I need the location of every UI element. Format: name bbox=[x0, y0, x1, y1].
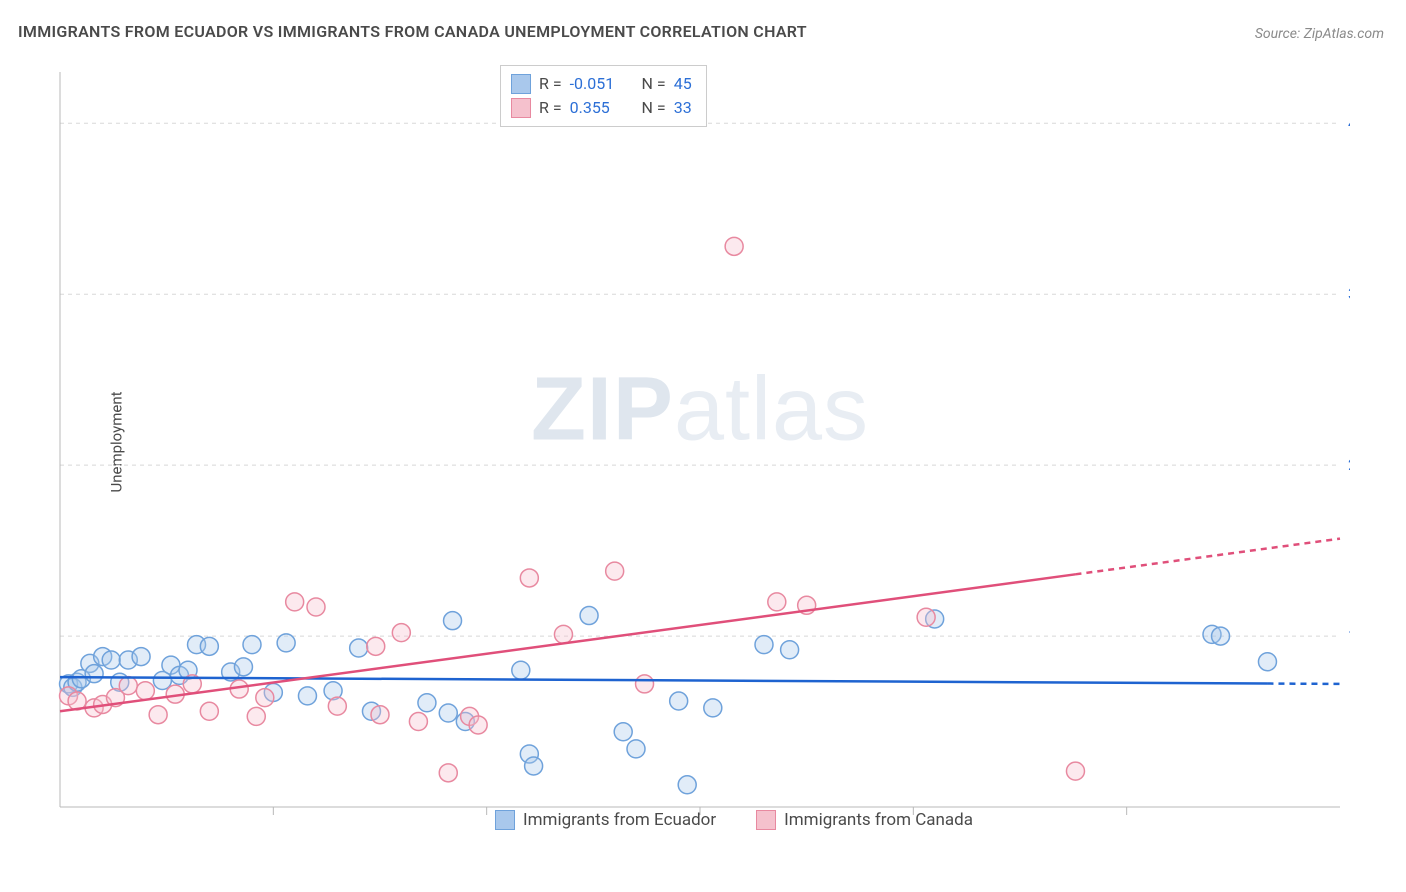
legend-swatch bbox=[511, 98, 531, 118]
data-point bbox=[606, 562, 624, 580]
data-point bbox=[469, 716, 487, 734]
stat-r-value: 0.355 bbox=[570, 96, 626, 120]
chart-title: IMMIGRANTS FROM ECUADOR VS IMMIGRANTS FR… bbox=[18, 22, 807, 41]
y-tick-label: 30.0% bbox=[1348, 284, 1350, 303]
stat-r-label: R = bbox=[539, 72, 562, 96]
trend-line-ext bbox=[1075, 539, 1340, 575]
data-point bbox=[704, 699, 722, 717]
data-point bbox=[439, 704, 457, 722]
data-point bbox=[520, 569, 538, 587]
data-point bbox=[328, 697, 346, 715]
data-point bbox=[554, 625, 572, 643]
data-point bbox=[418, 694, 436, 712]
data-point bbox=[1066, 762, 1084, 780]
stat-r-label: R = bbox=[539, 96, 562, 120]
scatter-chart: 10.0%20.0%30.0%40.0%ZIPatlas0.0%30.0% bbox=[50, 62, 1350, 822]
data-point bbox=[444, 612, 462, 630]
data-point bbox=[670, 692, 688, 710]
series-name: Immigrants from Canada bbox=[784, 810, 973, 830]
data-point bbox=[917, 608, 935, 626]
data-point bbox=[136, 682, 154, 700]
data-point bbox=[392, 624, 410, 642]
data-point bbox=[768, 593, 786, 611]
stat-n-value: 45 bbox=[674, 72, 692, 96]
source-label: Source: ZipAtlas.com bbox=[1255, 26, 1384, 42]
y-tick-label: 40.0% bbox=[1348, 113, 1350, 132]
stats-legend: R = -0.051 N = 45R = 0.355 N = 33 bbox=[500, 65, 707, 127]
series-legend-item: Immigrants from Canada bbox=[756, 810, 973, 830]
series-name: Immigrants from Ecuador bbox=[523, 810, 716, 830]
data-point bbox=[286, 593, 304, 611]
y-tick-label: 10.0% bbox=[1348, 626, 1350, 645]
data-point bbox=[307, 598, 325, 616]
data-point bbox=[298, 687, 316, 705]
data-point bbox=[247, 707, 265, 725]
data-point bbox=[277, 634, 295, 652]
data-point bbox=[1212, 627, 1230, 645]
data-point bbox=[755, 636, 773, 654]
data-point bbox=[409, 713, 427, 731]
stats-legend-row: R = 0.355 N = 33 bbox=[511, 96, 692, 120]
data-point bbox=[234, 658, 252, 676]
legend-swatch bbox=[756, 810, 776, 830]
legend-swatch bbox=[511, 74, 531, 94]
series-legend-item: Immigrants from Ecuador bbox=[495, 810, 716, 830]
data-point bbox=[725, 237, 743, 255]
data-point bbox=[627, 740, 645, 758]
data-point bbox=[200, 637, 218, 655]
data-point bbox=[525, 757, 543, 775]
stat-r-value: -0.051 bbox=[570, 72, 626, 96]
watermark: ZIPatlas bbox=[531, 360, 869, 460]
data-point bbox=[132, 648, 150, 666]
data-point bbox=[85, 665, 103, 683]
data-point bbox=[439, 764, 457, 782]
data-point bbox=[781, 641, 799, 659]
y-tick-label: 20.0% bbox=[1348, 455, 1350, 474]
series-legend: Immigrants from Ecuador Immigrants from C… bbox=[495, 810, 973, 830]
data-point bbox=[243, 636, 261, 654]
data-point bbox=[678, 776, 696, 794]
stats-legend-row: R = -0.051 N = 45 bbox=[511, 72, 692, 96]
stat-n-label: N = bbox=[634, 72, 666, 96]
data-point bbox=[119, 677, 137, 695]
data-point bbox=[367, 637, 385, 655]
data-point bbox=[149, 706, 167, 724]
stat-n-value: 33 bbox=[674, 96, 692, 120]
data-point bbox=[200, 702, 218, 720]
legend-swatch bbox=[495, 810, 515, 830]
stat-n-label: N = bbox=[634, 96, 666, 120]
data-point bbox=[256, 689, 274, 707]
data-point bbox=[350, 639, 368, 657]
data-point bbox=[371, 706, 389, 724]
data-point bbox=[580, 607, 598, 625]
data-point bbox=[512, 661, 530, 679]
chart-area: Unemployment 10.0%20.0%30.0%40.0%ZIPatla… bbox=[50, 62, 1350, 822]
data-point bbox=[614, 723, 632, 741]
data-point bbox=[636, 675, 654, 693]
data-point bbox=[102, 651, 120, 669]
data-point bbox=[1258, 653, 1276, 671]
